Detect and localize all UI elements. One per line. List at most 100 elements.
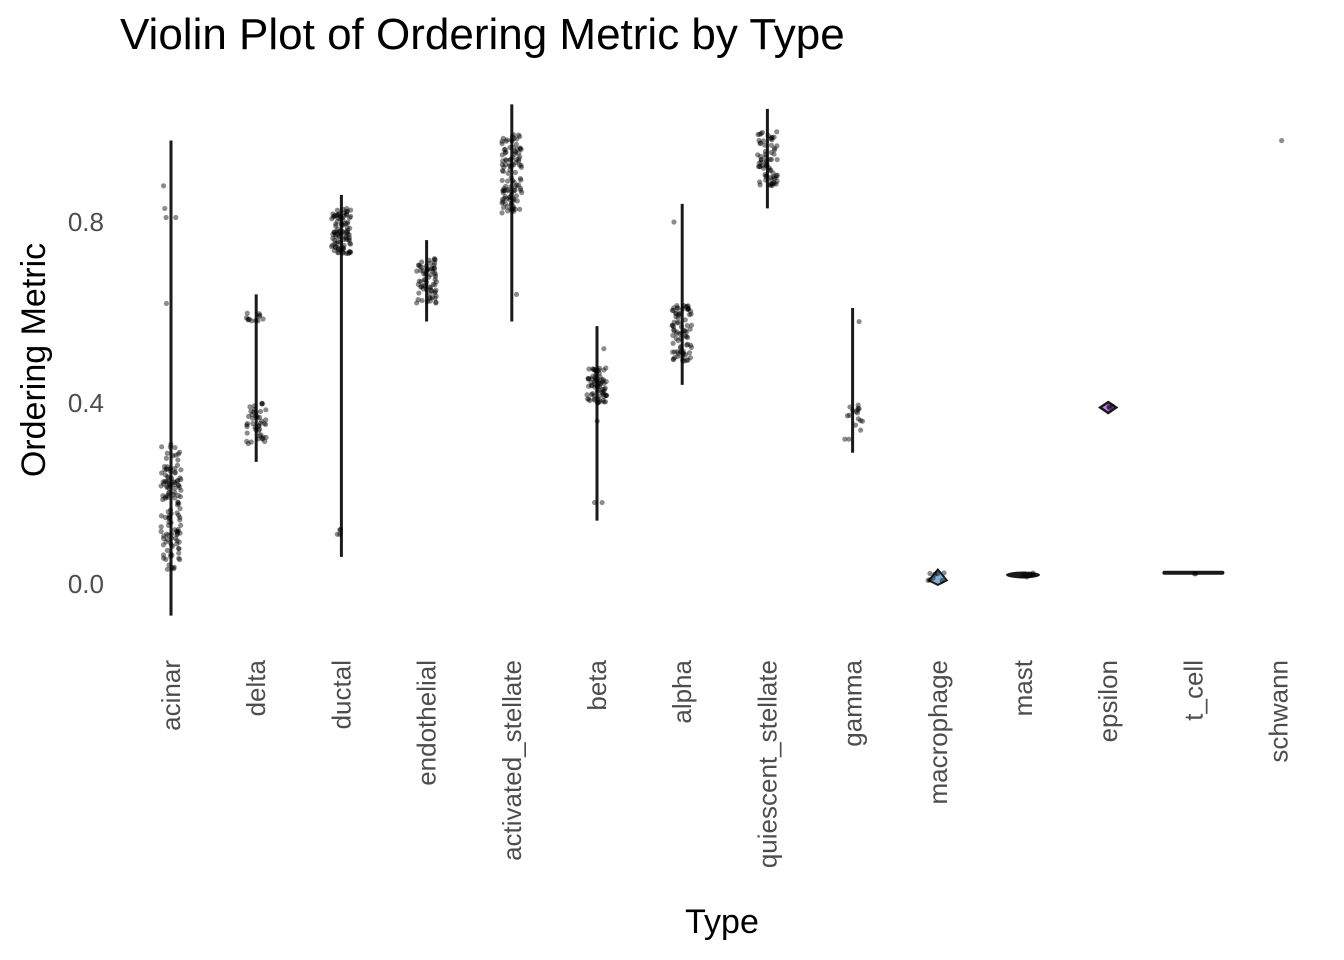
data-point (244, 310, 250, 316)
data-point (175, 528, 181, 534)
data-point (510, 203, 516, 209)
data-point (769, 134, 775, 141)
data-point (503, 138, 509, 144)
data-point (673, 330, 680, 337)
data-point (502, 187, 508, 194)
data-point (424, 267, 430, 274)
data-point (591, 393, 597, 399)
x-tick-label-acinar: acinar (156, 660, 186, 731)
data-point (250, 420, 256, 427)
data-point (418, 279, 424, 285)
data-point (161, 533, 167, 539)
data-point (339, 247, 345, 253)
data-point (333, 233, 339, 240)
data-point (334, 213, 340, 219)
data-point (256, 423, 262, 429)
data-point (509, 189, 515, 195)
data-point (160, 183, 167, 189)
data-point (1279, 137, 1285, 144)
data-point (332, 240, 338, 247)
data-point (158, 513, 165, 519)
data-point (258, 408, 264, 415)
data-point (601, 388, 607, 394)
data-point (167, 507, 174, 513)
data-point (1022, 571, 1028, 577)
data-point (847, 404, 853, 410)
data-point (671, 319, 677, 325)
data-point (244, 438, 250, 444)
data-point (596, 370, 602, 376)
data-point (423, 270, 429, 276)
data-point (172, 469, 178, 475)
chart-title: Violin Plot of Ordering Metric by Type (120, 10, 845, 59)
violin-epsilon (1097, 400, 1119, 415)
data-point (339, 215, 345, 221)
data-point (594, 388, 600, 394)
data-point (164, 484, 170, 491)
data-point (499, 200, 505, 206)
data-point (328, 243, 335, 250)
violin-macrophage (927, 567, 949, 587)
data-point (855, 416, 861, 422)
data-point (510, 198, 516, 204)
x-tick-label-ductal: ductal (326, 660, 356, 729)
data-point (757, 140, 763, 146)
data-point (339, 221, 345, 228)
data-point (767, 182, 773, 188)
data-point (334, 531, 340, 537)
data-point (337, 239, 343, 245)
data-point (597, 380, 603, 387)
data-point (176, 484, 182, 490)
data-point (600, 377, 607, 383)
data-point (519, 189, 525, 196)
data-point (771, 180, 777, 186)
data-point (767, 156, 773, 163)
data-point (341, 213, 347, 219)
data-point (512, 149, 519, 155)
data-point (251, 403, 257, 409)
data-point (1030, 570, 1036, 576)
data-point (676, 319, 682, 326)
data-point (341, 242, 347, 248)
data-point (932, 571, 938, 577)
data-point (686, 350, 693, 356)
data-point (516, 132, 522, 138)
data-point (925, 577, 931, 584)
data-point (172, 490, 178, 496)
data-point (430, 281, 437, 287)
data-point (330, 211, 336, 217)
data-point (432, 271, 438, 278)
data-point (591, 396, 597, 402)
data-point (593, 371, 599, 378)
data-point (165, 474, 171, 480)
data-point (681, 358, 688, 364)
data-point (262, 438, 268, 445)
data-point (259, 401, 265, 407)
data-point (172, 470, 178, 476)
data-point (671, 219, 677, 225)
data-point (432, 273, 439, 280)
data-point (168, 542, 174, 548)
data-point (586, 366, 592, 372)
data-point (162, 495, 168, 501)
data-point (340, 217, 346, 223)
data-point (595, 376, 601, 382)
data-point (259, 401, 265, 407)
data-point (592, 381, 598, 387)
data-point (518, 177, 524, 183)
data-point (174, 528, 180, 535)
data-point (259, 418, 265, 424)
data-point (249, 411, 255, 418)
data-point (169, 543, 175, 549)
data-point (513, 291, 520, 297)
data-point (431, 256, 438, 262)
data-point (254, 413, 260, 419)
data-point (518, 164, 524, 170)
data-point (175, 492, 181, 499)
data-point (507, 167, 513, 173)
data-point (500, 168, 506, 175)
data-point (263, 407, 269, 413)
data-point (669, 322, 675, 329)
data-point (176, 501, 182, 507)
